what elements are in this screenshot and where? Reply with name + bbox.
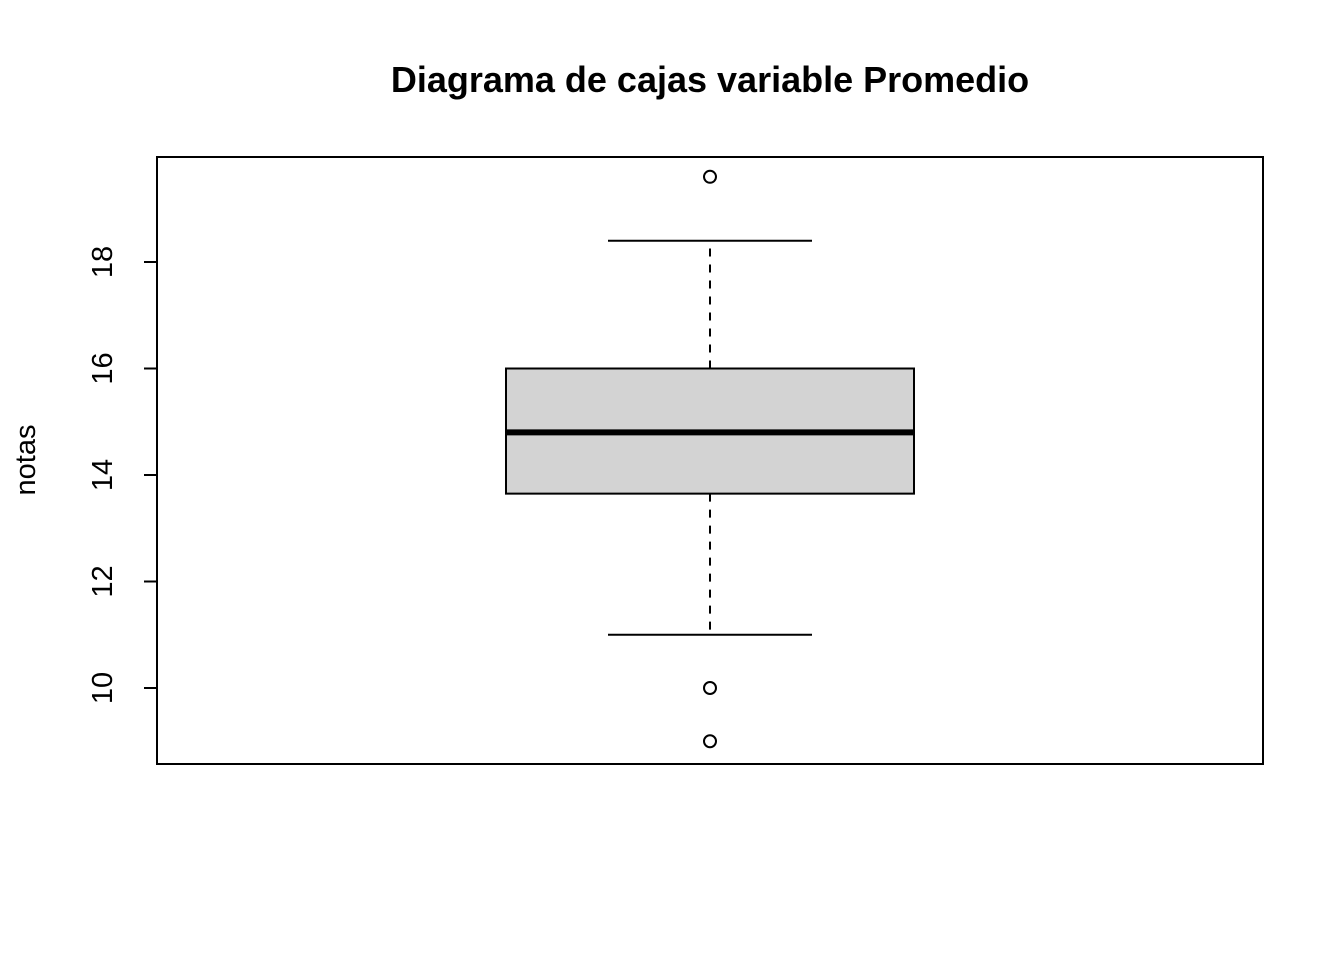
y-axis: 10 12 14 16 18 — [87, 246, 158, 704]
outlier-point — [703, 169, 717, 184]
y-tick-label: 16 — [87, 352, 119, 384]
box-plot — [505, 169, 915, 749]
outlier-point — [703, 681, 717, 695]
chart-title: Diagrama de cajas variable Promedio — [391, 59, 1029, 100]
outlier-point — [703, 734, 717, 749]
y-tick-label: 10 — [87, 672, 119, 704]
y-tick-label: 12 — [87, 565, 119, 597]
y-tick-label: 18 — [87, 246, 119, 278]
y-axis-label: notas — [10, 425, 42, 496]
y-tick-label: 14 — [87, 459, 119, 491]
